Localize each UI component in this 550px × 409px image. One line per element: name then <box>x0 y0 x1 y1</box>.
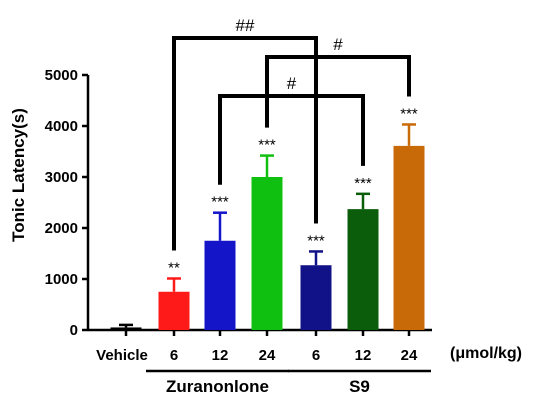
group-label: S9 <box>349 377 370 396</box>
bar <box>347 209 379 330</box>
y-tick-label: 1000 <box>45 271 78 288</box>
y-axis-title: Tonic Latency(s) <box>9 108 28 242</box>
bar <box>393 145 425 330</box>
bars <box>110 123 425 330</box>
x-tick-label: 24 <box>401 347 418 364</box>
y-tick-label: 0 <box>70 322 78 339</box>
y-tick-label: 3000 <box>45 169 78 186</box>
significance-stars: *** <box>307 232 325 249</box>
significance-stars: *** <box>400 105 418 122</box>
y-tick-label: 5000 <box>45 67 78 84</box>
x-tick-label: 12 <box>355 347 372 364</box>
significance-stars: ** <box>168 259 180 276</box>
significance-stars: *** <box>258 137 276 154</box>
comparison-label: # <box>287 74 297 93</box>
bar <box>204 240 236 330</box>
x-tick-label: Vehicle <box>96 347 148 364</box>
bar <box>158 291 190 330</box>
comparison-bracket <box>218 94 365 185</box>
bar <box>251 177 283 330</box>
axes: 0 1000 2000 3000 4000 5000 Vehicle 6 12 24 6 12 24 <box>45 67 432 364</box>
group-label: Zuranonlone <box>166 377 269 396</box>
y-tick-label: 2000 <box>45 220 78 237</box>
comparison-label: ## <box>236 16 255 35</box>
significance-stars: *** <box>354 175 372 192</box>
unit-label: (μmol/kg) <box>450 345 522 362</box>
annotations: *****************Zuranonlone S9#### <box>146 16 431 396</box>
bar <box>110 327 142 330</box>
x-tick-label: 24 <box>259 347 276 364</box>
x-tick-label: 6 <box>170 347 178 364</box>
bar <box>300 265 332 330</box>
x-tick-label: 12 <box>212 347 229 364</box>
significance-stars: *** <box>211 194 229 211</box>
comparison-bracket <box>172 36 318 251</box>
comparison-bracket <box>265 55 411 128</box>
y-tick-label: 4000 <box>45 118 78 135</box>
comparison-label: # <box>333 35 343 54</box>
x-tick-label: 6 <box>312 347 320 364</box>
